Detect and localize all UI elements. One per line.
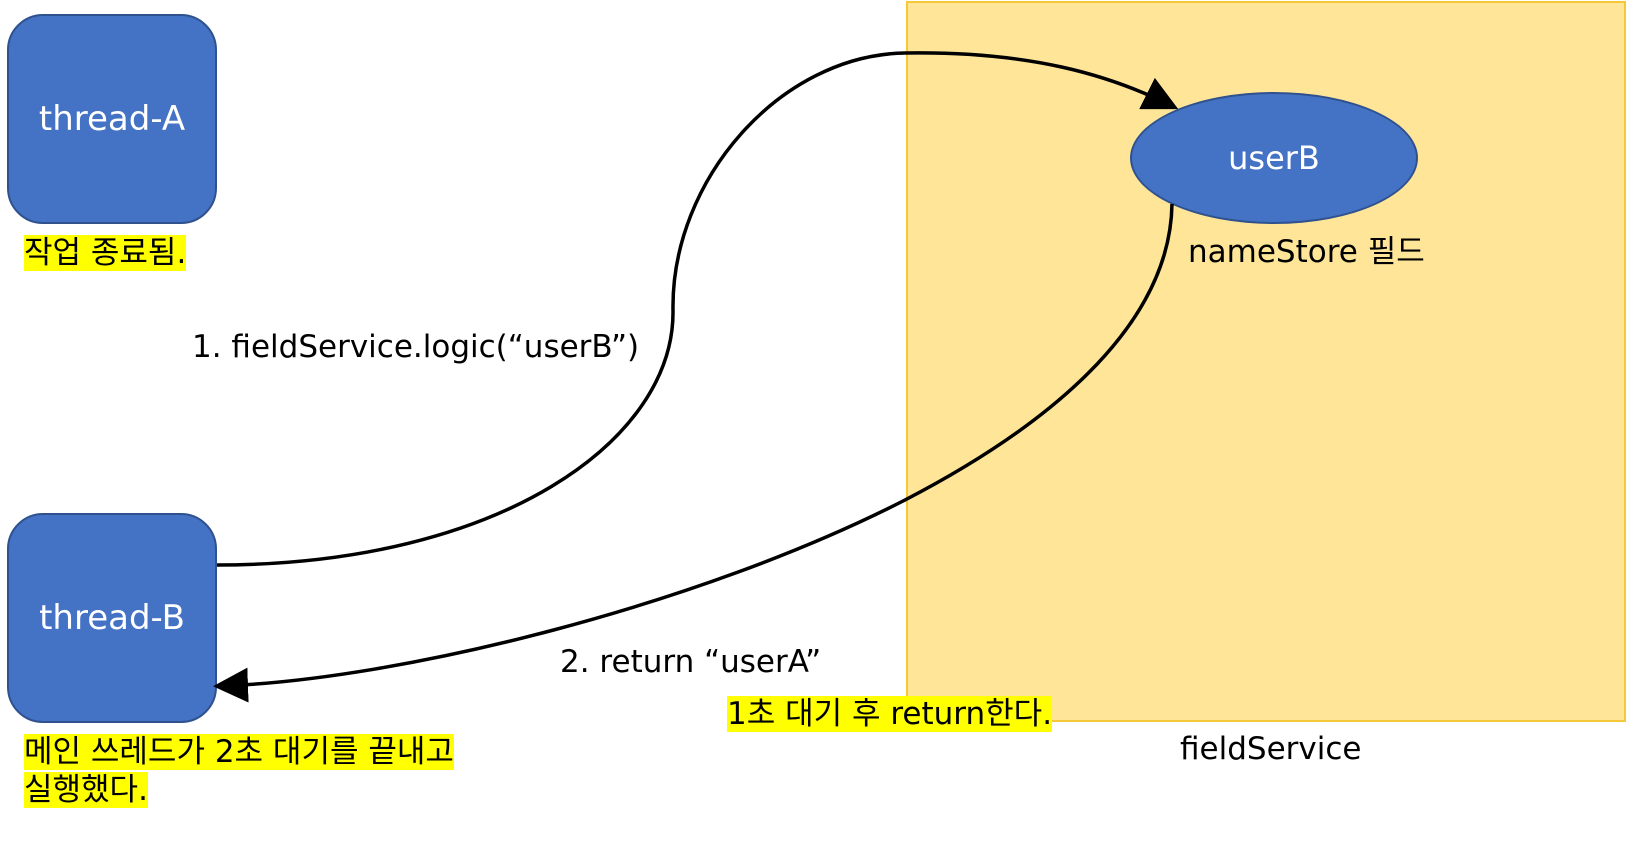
- return-arrow: [213, 203, 1174, 703]
- name-store-label: nameStore 필드: [1188, 234, 1425, 270]
- call-arrow: [216, 51, 1179, 567]
- thread-b-note: 메인 쓰레드가 2초 대기를 끝내고 실행했다.: [24, 734, 454, 810]
- field-service-label: fieldService: [1180, 731, 1362, 767]
- thread-b-box: thread-B: [7, 513, 217, 723]
- thread-a-note-text: 작업 종료됨.: [24, 235, 187, 271]
- thread-b-label: thread-B: [39, 598, 185, 638]
- thread-a-box: thread-A: [7, 14, 217, 224]
- thread-b-note-line2: 실행했다.: [24, 771, 148, 808]
- return-note-text: 1초 대기 후 return한다.: [727, 696, 1053, 732]
- return-arrow-label: 2. return “userA”: [560, 644, 822, 680]
- thread-a-note: 작업 종료됨.: [24, 235, 187, 273]
- name-store-ellipse: userB: [1130, 92, 1418, 224]
- thread-a-label: thread-A: [38, 99, 186, 139]
- call-arrow-label: 1. fieldService.logic(“userB”): [192, 329, 640, 365]
- thread-b-note-line1: 메인 쓰레드가 2초 대기를 끝내고: [24, 734, 454, 770]
- return-note: 1초 대기 후 return한다.: [727, 696, 1053, 734]
- name-store-value: userB: [1228, 139, 1320, 177]
